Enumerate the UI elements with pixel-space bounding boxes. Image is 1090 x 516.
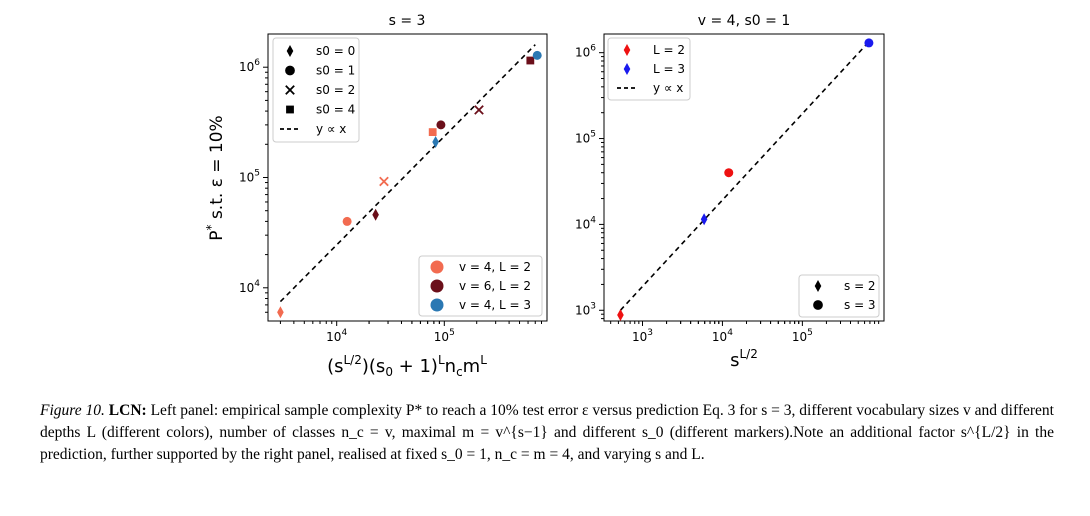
left-y-axis-label: P* s.t. ε = 10% bbox=[204, 115, 227, 240]
left-marker-legend: s0 = 0 s0 = 1 s0 = 2 s0 = 4 y ∝ x bbox=[272, 37, 360, 143]
right-x-axis-label: sL/2 bbox=[730, 347, 758, 371]
y-tick-label: 104 bbox=[575, 215, 596, 231]
data-point-diamond bbox=[700, 213, 708, 226]
data-point-x bbox=[379, 176, 389, 187]
data-point-diamond bbox=[617, 309, 624, 322]
legend-marker-diamond bbox=[814, 280, 822, 292]
x-tick-label: 103 bbox=[632, 328, 653, 344]
legend-color-swatch bbox=[430, 298, 444, 312]
data-point-circle bbox=[724, 168, 734, 178]
caption-text: Left panel: empirical sample complexity … bbox=[40, 402, 1054, 463]
data-point-diamond bbox=[372, 208, 379, 221]
right-data-points bbox=[617, 38, 874, 322]
legend-marker-circle bbox=[285, 65, 295, 76]
legend-label: s0 = 2 bbox=[316, 83, 355, 97]
legend-label: s0 = 0 bbox=[316, 44, 355, 58]
reference-line-y-prop-x bbox=[619, 42, 868, 311]
right-series-legend: L = 2 L = 3 y ∝ x bbox=[607, 37, 691, 101]
figure-caption: Figure 10. LCN: Left panel: empirical sa… bbox=[40, 400, 1054, 466]
legend-marker-square bbox=[286, 105, 294, 114]
right-y-ticks: 103 104 105 106 bbox=[575, 44, 604, 320]
left-x-axis-label: (sL/2)(s0 + 1)LncmL bbox=[327, 353, 487, 379]
legend-marker-circle bbox=[813, 300, 823, 310]
data-point-diamond bbox=[277, 306, 284, 319]
data-point-circle bbox=[864, 38, 874, 48]
legend-label: y ∝ x bbox=[653, 81, 683, 95]
right-marker-legend: s = 2 s = 3 bbox=[798, 274, 880, 318]
caption-lead: Figure 10. bbox=[40, 402, 105, 419]
legend-label: v = 4, L = 3 bbox=[459, 298, 531, 312]
y-tick-label: 103 bbox=[575, 301, 596, 317]
left-data-points bbox=[277, 50, 542, 319]
data-point-square bbox=[526, 56, 535, 65]
legend-color-swatch bbox=[430, 260, 444, 274]
x-tick-label: 105 bbox=[434, 328, 455, 344]
data-point-circle bbox=[436, 120, 446, 130]
data-point-circle bbox=[532, 50, 542, 60]
left-title: s = 3 bbox=[389, 13, 426, 29]
y-tick-label: 106 bbox=[239, 58, 260, 74]
legend-label: s0 = 1 bbox=[316, 64, 355, 78]
y-tick-label: 105 bbox=[575, 130, 596, 146]
data-point-diamond bbox=[432, 135, 439, 148]
legend-label: L = 2 bbox=[653, 43, 685, 57]
legend-marker-diamond bbox=[623, 44, 631, 56]
x-tick-label: 104 bbox=[712, 328, 733, 344]
right-panel: v = 4, s0 = 1 103 104 105 103 104 105 106 sL/… bbox=[575, 13, 885, 371]
reference-line-y-prop-x bbox=[279, 44, 536, 303]
left-reference-line bbox=[279, 44, 536, 303]
right-title: v = 4, s0 = 1 bbox=[698, 13, 790, 29]
legend-label: v = 6, L = 2 bbox=[459, 279, 531, 293]
legend-label: s = 3 bbox=[844, 298, 876, 312]
data-point-square bbox=[428, 128, 437, 136]
legend-label: L = 3 bbox=[653, 62, 685, 76]
left-color-legend: v = 4, L = 2 v = 6, L = 2 v = 4, L = 3 bbox=[418, 255, 543, 317]
legend-label: v = 4, L = 2 bbox=[459, 260, 531, 274]
data-point-x bbox=[474, 105, 484, 115]
x-tick-label: 104 bbox=[326, 328, 347, 344]
right-axes-frame bbox=[603, 33, 885, 322]
left-y-ticks: 104 105 106 bbox=[239, 58, 268, 313]
legend-marker-x bbox=[285, 85, 295, 95]
figure: s = 3 104 105 104 105 106 (sL/2)(s0 + 1)Lnc… bbox=[204, 13, 885, 379]
legend-label: s = 2 bbox=[844, 279, 876, 293]
right-reference-line bbox=[619, 42, 868, 311]
legend-color-swatch bbox=[430, 279, 444, 293]
y-tick-label: 106 bbox=[575, 44, 596, 60]
left-panel: s = 3 104 105 104 105 106 (sL/2)(s0 + 1)Lnc… bbox=[204, 13, 548, 379]
legend-marker-diamond bbox=[623, 63, 631, 75]
legend-label: s0 = 4 bbox=[316, 103, 355, 117]
y-tick-label: 104 bbox=[239, 279, 260, 295]
data-point-circle bbox=[342, 216, 352, 226]
left-x-ticks: 104 105 bbox=[279, 321, 542, 344]
legend-marker-diamond bbox=[286, 45, 294, 57]
y-tick-label: 105 bbox=[239, 169, 260, 185]
caption-bold: LCN: bbox=[108, 402, 147, 419]
right-x-ticks: 103 104 105 bbox=[610, 321, 880, 344]
legend-label: y ∝ x bbox=[316, 122, 346, 136]
x-tick-label: 105 bbox=[792, 328, 813, 344]
